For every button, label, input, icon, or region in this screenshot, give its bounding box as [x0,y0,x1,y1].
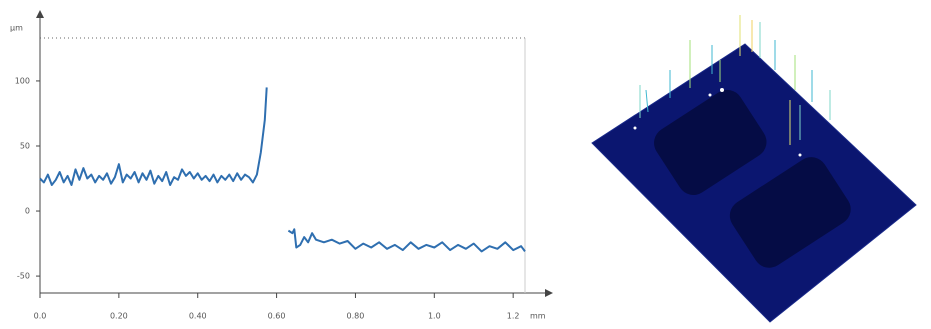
x-tick-label: 0.40 [189,312,207,321]
y-tick-label: 100 [15,76,30,85]
y-tick-label: -50 [17,272,30,281]
x-tick-label: 0.80 [347,312,365,321]
y-axis-label: µm [10,24,23,33]
x-tick-label: 1.0 [428,312,441,321]
surface-render [592,15,916,322]
y-arrow [36,10,44,18]
x-tick-label: 0.20 [110,312,128,321]
x-tick-label: 0.0 [34,312,47,321]
profile-line [40,87,525,251]
screenshot: µm mm -50 0 50 100 0.0 0.20 0.40 0.60 0.80 1.0 1.2 [0,0,931,325]
x-arrow [545,289,553,297]
speck [709,94,712,97]
x-tick-label: 0.60 [268,312,286,321]
speck [634,127,637,130]
x-tick-label: 1.2 [507,312,520,321]
speck [720,88,724,92]
y-tick-label: 0 [25,207,30,216]
y-tick-label: 50 [20,141,30,150]
x-axis-label: mm [530,312,546,321]
surface-plate [592,44,916,322]
speck [799,154,802,157]
